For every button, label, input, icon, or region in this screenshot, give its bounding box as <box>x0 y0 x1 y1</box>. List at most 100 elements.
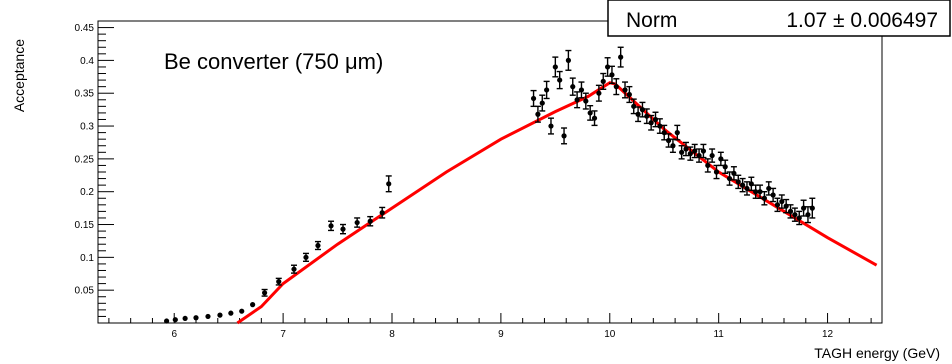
y-tick-label: 0.35 <box>75 89 95 100</box>
data-point <box>578 81 585 99</box>
data-point <box>547 117 554 135</box>
data-point <box>613 78 620 96</box>
stats-value: 1.07 ± 0.006497 <box>786 9 938 32</box>
y-tick-label: 0.3 <box>80 122 94 133</box>
data-point <box>217 312 223 318</box>
y-tick-label: 0.15 <box>75 220 95 231</box>
data-point <box>730 166 737 181</box>
data-point <box>669 138 676 154</box>
data-point <box>291 264 297 274</box>
x-tick-label: 12 <box>822 329 834 340</box>
data-point <box>622 81 629 99</box>
data-point <box>604 57 611 77</box>
data-point <box>709 148 716 163</box>
data-point <box>595 84 602 102</box>
x-tick-label: 11 <box>713 329 724 340</box>
data-point <box>340 223 346 235</box>
data-point <box>787 204 794 219</box>
data-point <box>696 148 703 163</box>
data-point <box>643 108 650 125</box>
data-point <box>796 210 803 226</box>
data-point <box>783 198 790 214</box>
data-point <box>687 146 694 161</box>
data-point <box>804 206 811 224</box>
y-axis-title: Acceptance <box>11 39 27 112</box>
y-tick-label: 0.1 <box>80 253 94 264</box>
y-tick-label: 0.05 <box>75 286 95 297</box>
data-point <box>626 85 633 104</box>
data-point <box>735 174 742 190</box>
stats-box: Norm 1.07 ± 0.006497 <box>607 0 951 37</box>
stats-label: Norm <box>626 9 677 32</box>
data-point <box>639 101 646 118</box>
data-point <box>722 159 729 175</box>
data-point <box>770 187 777 203</box>
data-point <box>228 310 234 316</box>
data-point <box>743 181 750 196</box>
data-point <box>800 199 807 217</box>
data-point <box>748 176 755 192</box>
data-point <box>239 308 245 314</box>
data-point <box>704 158 711 173</box>
data-point <box>726 171 733 186</box>
data-point <box>674 124 681 141</box>
data-point <box>791 207 798 222</box>
data-point <box>367 215 374 227</box>
y-tick-label: 0.2 <box>80 187 94 198</box>
annotation-text: Be converter (750 μm) <box>164 49 383 74</box>
data-points <box>164 46 816 324</box>
x-tick-label: 7 <box>280 329 286 340</box>
x-tick-label: 9 <box>498 329 504 340</box>
data-point <box>648 114 655 131</box>
data-point <box>534 105 541 123</box>
data-point <box>617 46 624 68</box>
data-point <box>630 98 637 115</box>
x-tick-label: 10 <box>604 329 616 340</box>
data-point <box>809 197 816 219</box>
x-tick-label: 8 <box>389 329 395 340</box>
data-point <box>565 49 572 71</box>
data-point <box>379 206 386 219</box>
data-point <box>261 288 268 297</box>
data-point <box>172 317 178 323</box>
data-point <box>665 133 672 148</box>
data-point <box>250 302 256 308</box>
x-axis-ticks: 6 7 8 9 10 11 12 <box>108 313 872 340</box>
data-point <box>314 240 321 251</box>
data-point <box>757 184 764 199</box>
data-point <box>569 77 576 96</box>
data-point <box>774 197 781 213</box>
data-point <box>561 127 568 145</box>
data-point <box>635 106 642 123</box>
y-tick-label: 0.25 <box>75 154 95 165</box>
data-point <box>761 190 768 206</box>
data-point <box>587 104 594 121</box>
data-point <box>739 177 746 193</box>
data-point <box>574 91 581 109</box>
data-point <box>582 92 589 110</box>
data-point <box>205 313 211 320</box>
data-point <box>539 94 546 112</box>
data-point <box>717 151 724 167</box>
data-point <box>556 70 563 90</box>
data-point <box>385 175 392 193</box>
data-point <box>713 164 720 180</box>
x-tick-label: 6 <box>171 329 177 340</box>
y-tick-label: 0.45 <box>75 23 95 34</box>
data-point <box>354 217 361 228</box>
data-point <box>678 145 685 160</box>
data-point <box>543 80 550 100</box>
y-axis-ticks: 0.05 0.1 0.15 0.2 0.25 0.3 0.35 0.4 0.45 <box>75 20 114 317</box>
data-point <box>530 89 537 108</box>
data-point <box>193 315 199 321</box>
data-point <box>182 315 188 322</box>
data-point <box>302 252 309 262</box>
data-point <box>275 277 282 286</box>
data-point <box>164 318 170 324</box>
data-point <box>656 118 663 134</box>
data-point <box>700 143 707 159</box>
data-point <box>683 141 689 157</box>
data-point <box>778 194 785 209</box>
data-point <box>608 65 615 85</box>
